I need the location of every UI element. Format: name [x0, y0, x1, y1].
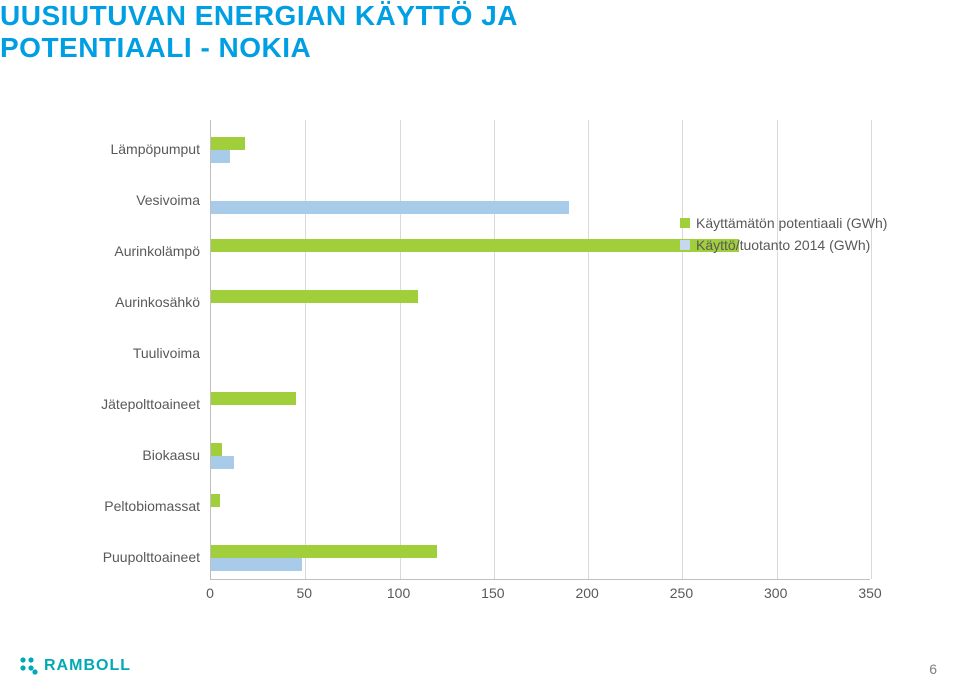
category-label: Biokaasu: [40, 447, 200, 464]
category-label: Tuulivoima: [40, 345, 200, 362]
x-tick-label: 300: [764, 585, 787, 601]
x-tick-label: 50: [296, 585, 312, 601]
logo: RAMBOLL: [18, 655, 131, 677]
bar-usage: [211, 456, 234, 469]
plot-area: [210, 120, 870, 580]
bar-usage: [211, 150, 230, 163]
legend-label-usage: Käyttö/tuotanto 2014 (GWh): [696, 237, 870, 253]
bar-row: [211, 286, 870, 320]
bar-row: [211, 490, 870, 524]
x-tick-label: 0: [206, 585, 214, 601]
bar-potential: [211, 137, 245, 150]
category-label: Vesivoima: [40, 192, 200, 209]
bar-potential: [211, 392, 296, 405]
legend-item-usage: Käyttö/tuotanto 2014 (GWh): [680, 237, 887, 253]
x-tick-label: 350: [858, 585, 881, 601]
category-label: Puupolttoaineet: [40, 549, 200, 566]
bar-row: [211, 337, 870, 371]
category-label: Peltobiomassat: [40, 498, 200, 515]
bar-row: [211, 184, 870, 218]
bar-row: [211, 133, 870, 167]
bar-potential: [211, 494, 220, 507]
logo-icon: [18, 655, 40, 677]
legend-swatch-usage: [680, 240, 690, 250]
bar-potential: [211, 239, 739, 252]
x-tick-label: 150: [481, 585, 504, 601]
legend-label-potential: Käyttämätön potentiaali (GWh): [696, 215, 887, 231]
bar-potential: [211, 545, 437, 558]
gridline: [871, 120, 872, 579]
bar-row: [211, 439, 870, 473]
x-tick-label: 250: [670, 585, 693, 601]
legend: Käyttämätön potentiaali (GWh) Käyttö/tuo…: [680, 215, 887, 259]
bar-potential: [211, 290, 418, 303]
bar-row: [211, 541, 870, 575]
bar-row: [211, 388, 870, 422]
bar-potential: [211, 443, 222, 456]
legend-swatch-potential: [680, 218, 690, 228]
page-title: UUSIUTUVAN ENERGIAN KÄYTTÖ JA POTENTIAAL…: [0, 0, 518, 64]
logo-text: RAMBOLL: [44, 657, 131, 675]
x-tick-label: 100: [387, 585, 410, 601]
legend-item-potential: Käyttämätön potentiaali (GWh): [680, 215, 887, 231]
bar-usage: [211, 558, 302, 571]
category-label: Aurinkosähkö: [40, 294, 200, 311]
title-line-1: UUSIUTUVAN ENERGIAN KÄYTTÖ JA: [0, 0, 518, 32]
x-tick-label: 200: [575, 585, 598, 601]
category-label: Aurinkolämpö: [40, 243, 200, 260]
title-line-2: POTENTIAALI - NOKIA: [0, 32, 518, 64]
category-label: Jätepolttoaineet: [40, 396, 200, 413]
bar-usage: [211, 201, 569, 214]
bar-chart: Lämpöpumput Vesivoima Aurinkolämpö Aurinkos…: [40, 120, 920, 610]
page-number: 6: [929, 661, 937, 677]
category-label: Lämpöpumput: [40, 141, 200, 158]
